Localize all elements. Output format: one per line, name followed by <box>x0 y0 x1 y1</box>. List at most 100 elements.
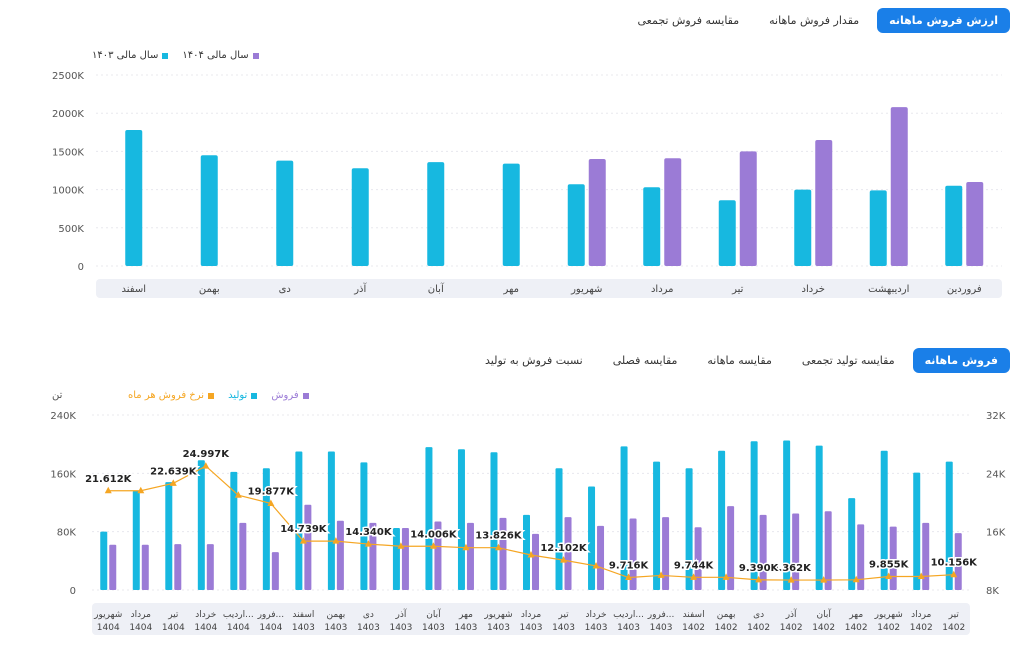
x-tick-label: بهمن <box>327 610 346 620</box>
bar-1403 <box>351 168 369 266</box>
legend-swatch-icon <box>302 392 309 399</box>
rate-point <box>560 556 568 563</box>
bar-production <box>457 449 465 590</box>
tab-sales-to-production[interactable]: نسبت فروش به تولید <box>485 354 583 367</box>
bar-sales <box>304 504 312 590</box>
x-tick-label: دی <box>279 284 291 295</box>
rate-point <box>690 573 698 580</box>
legend-sales[interactable]: فروش <box>271 390 309 401</box>
rate-data-label: 14.340K <box>345 527 393 538</box>
x-tick-year: 1402 <box>812 623 835 633</box>
bar-production <box>425 447 433 590</box>
left-axis-unit: تن <box>52 390 63 401</box>
bar-1403 <box>276 160 294 266</box>
x-tick-year: 1402 <box>877 623 900 633</box>
bar-sales <box>629 518 637 590</box>
y-left-tick-label: 0 <box>70 586 76 597</box>
bar-1403 <box>502 163 520 266</box>
x-tick-year: 1402 <box>747 623 770 633</box>
x-tick-year: 1404 <box>194 623 217 633</box>
bar-production <box>327 451 335 590</box>
bar-sales <box>206 544 214 590</box>
legend-rate[interactable]: نرخ فروش هر ماه <box>128 390 215 401</box>
rate-data-label: 9.744K <box>674 560 715 571</box>
bar-production <box>685 468 693 590</box>
monthly-sales-value-chart: 0 500K 1000K 1500K 2000K 2500K فروردین اردیبهشت… <box>52 71 1002 298</box>
tab-cumulative-production[interactable]: مقایسه تولید تجمعی <box>801 354 895 367</box>
legend-1404[interactable]: سال مالی ۱۴۰۴ <box>182 50 259 61</box>
x-tick-label: دی <box>363 610 374 620</box>
x-tick-label: شهریور <box>483 610 512 620</box>
x-tick-label: اردیبهشت <box>868 284 909 295</box>
tab-monthly-sales[interactable]: فروش ماهانه <box>912 348 1010 373</box>
x-tick-label: مرداد <box>521 610 541 620</box>
bar-sales <box>857 524 865 590</box>
x-tick-year: 1402 <box>682 623 705 633</box>
y-right-tick-label: 8K <box>986 586 999 597</box>
bar-1403 <box>567 184 585 266</box>
x-tick-label: خرداد <box>195 610 216 620</box>
rate-point <box>429 542 437 549</box>
bar-production <box>783 440 791 590</box>
bar-sales <box>694 527 702 590</box>
tab-monthly-sales-value[interactable]: ارزش فروش ماهانه <box>877 8 1010 33</box>
bar-sales <box>662 517 670 590</box>
x-tick-label: مرداد <box>131 610 151 620</box>
rate-point <box>299 537 307 544</box>
y-tick-label: 2000K <box>52 109 84 120</box>
rate-data-label: 21.612K <box>85 474 133 485</box>
tab-monthly-comparison[interactable]: مقایسه ماهانه <box>707 354 772 367</box>
tab-monthly-sales-quantity[interactable]: مقدار فروش ماهانه <box>769 14 860 27</box>
bar-sales <box>109 544 117 590</box>
x-tick-label: آبان <box>428 282 445 295</box>
x-tick-label: آبان <box>426 608 441 620</box>
rate-point <box>657 571 665 578</box>
rate-point <box>787 576 795 583</box>
rate-point <box>364 540 372 547</box>
x-tick-label: فرور... <box>647 610 675 620</box>
x-tick-year: 1402 <box>780 623 803 633</box>
bar-production <box>848 498 856 590</box>
bar-sales <box>824 511 832 590</box>
x-tick-year: 1404 <box>162 623 185 633</box>
bar-sales <box>564 517 572 590</box>
rate-point <box>462 543 470 551</box>
tab-seasonal-comparison[interactable]: مقایسه فصلی <box>612 354 678 367</box>
x-tick-label: شهریور <box>874 610 903 620</box>
x-tick-year: 1403 <box>617 623 640 633</box>
x-tick-year: 1403 <box>389 623 412 633</box>
x-tick-year: 1404 <box>97 623 120 633</box>
rate-point <box>592 561 600 569</box>
y-tick-label: 1000K <box>52 186 84 197</box>
rate-data-label: 19.877K <box>248 486 296 497</box>
bar-production <box>165 482 173 590</box>
bar-production <box>197 460 205 590</box>
bar-sales <box>499 517 507 590</box>
tab-cumulative-sales-comparison[interactable]: مقایسه فروش تجمعی <box>637 14 740 27</box>
x-tick-label: مهر <box>458 610 473 620</box>
bar-sales <box>954 533 962 590</box>
rate-data-label: 13.826K <box>475 531 523 542</box>
bar-production <box>230 471 238 590</box>
bar-production <box>523 514 530 590</box>
y-right-tick-label: 16K <box>986 528 1006 539</box>
bar-sales <box>466 522 474 590</box>
legend-production[interactable]: تولید <box>228 390 258 401</box>
legend-1403[interactable]: سال مالی ۱۴۰۳ <box>92 50 169 61</box>
bar-production <box>588 486 596 590</box>
rate-data-label: 14.006K <box>410 529 458 540</box>
x-tick-label: آذر <box>353 282 367 295</box>
rate-data-label: 9.390K <box>739 563 780 574</box>
x-tick-label: اسفند <box>292 610 314 620</box>
x-tick-label: دی <box>753 610 764 620</box>
x-tick-year: 1403 <box>455 623 478 633</box>
y-tick-label: 500K <box>58 224 84 235</box>
x-tick-year: 1403 <box>292 623 315 633</box>
x-tick-label: بهمن <box>717 610 736 620</box>
legend-swatch-icon <box>251 392 258 399</box>
x-tick-year: 1402 <box>845 623 868 633</box>
rate-point <box>267 499 275 506</box>
bar-production <box>100 531 108 590</box>
x-tick-year: 1403 <box>324 623 347 633</box>
x-tick-year: 1403 <box>357 623 380 633</box>
